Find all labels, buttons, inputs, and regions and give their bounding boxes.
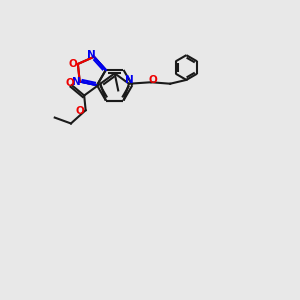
Text: N: N [87,50,96,60]
Text: N: N [124,75,133,85]
Text: O: O [76,106,85,116]
Text: O: O [66,78,75,88]
Text: O: O [68,59,77,69]
Text: N: N [72,77,81,87]
Text: O: O [149,75,158,85]
